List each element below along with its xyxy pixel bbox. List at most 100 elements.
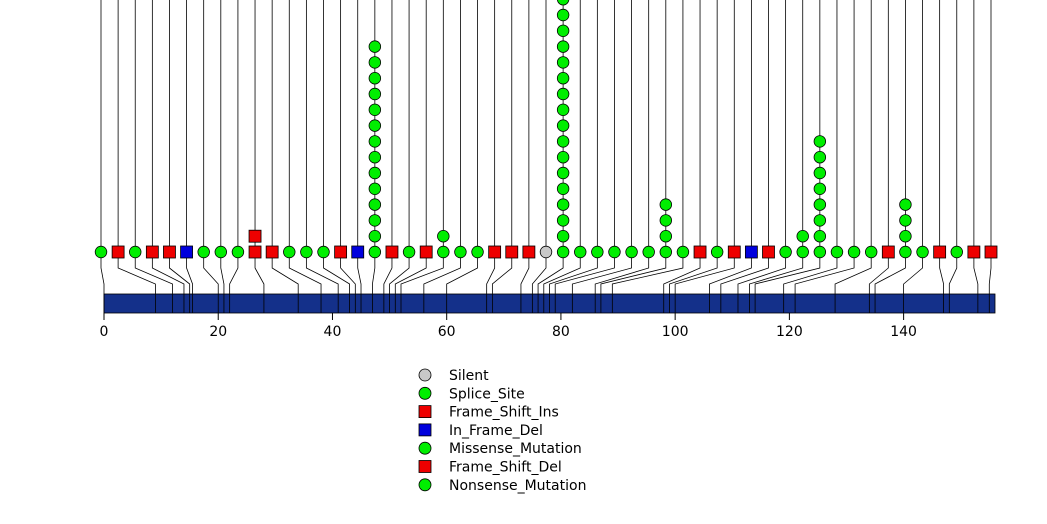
mutation-connector	[939, 252, 944, 294]
mutation-marker-missense-mutation	[368, 166, 382, 180]
mutation-marker-frame-shift-del	[163, 245, 176, 259]
mutation-connector	[100, 252, 105, 294]
mutation-marker-missense-mutation	[813, 166, 827, 180]
mutation-connector	[903, 252, 923, 294]
mutation-connector	[720, 252, 769, 294]
mutation-marker-frame-shift-del	[967, 245, 981, 259]
mutation-connector	[571, 252, 632, 294]
mutation-marker-missense-mutation	[556, 71, 570, 85]
mutation-connector	[254, 252, 265, 294]
mutation-marker-missense-mutation	[556, 166, 570, 180]
mutation-marker-missense-mutation	[659, 245, 673, 259]
mutation-marker-missense-mutation	[779, 245, 792, 259]
mutation-markers	[94, 0, 998, 259]
mutation-connector	[372, 252, 376, 294]
mutation-marker-missense-mutation	[368, 40, 382, 53]
mutation-marker-frame-shift-del	[248, 245, 262, 259]
mutation-marker-missense-mutation	[437, 245, 450, 259]
mutation-connector	[549, 252, 598, 294]
mutation-marker-missense-mutation	[197, 245, 210, 259]
mutation-marker-in-frame-del	[744, 245, 758, 259]
mutation-connector	[389, 252, 410, 294]
mutation-connector	[491, 252, 513, 294]
mutation-marker-frame-shift-del	[505, 245, 519, 259]
mutation-connector	[446, 252, 478, 294]
legend-marker	[418, 423, 432, 437]
mutation-connector	[340, 252, 356, 294]
mutation-marker-missense-mutation	[556, 8, 570, 22]
mutation-marker-missense-mutation	[437, 229, 450, 243]
mutation-marker-missense-mutation	[813, 229, 827, 243]
mutation-marker-missense-mutation	[556, 214, 570, 227]
mutation-connector	[531, 252, 547, 294]
mutation-connector	[394, 252, 427, 294]
mutation-marker-missense-mutation	[659, 198, 673, 211]
mutation-marker-in-frame-del	[351, 245, 365, 259]
legend-label: Missense_Mutation	[449, 441, 582, 457]
mutation-marker-missense-mutation	[830, 245, 844, 259]
mutation-connector	[948, 252, 958, 294]
mutation-marker-missense-mutation	[129, 245, 142, 259]
mutation-marker-missense-mutation	[556, 229, 570, 243]
mutation-connector	[383, 252, 393, 294]
mutation-connector	[600, 252, 667, 294]
mutation-connector	[357, 252, 362, 294]
mutation-marker-missense-mutation	[556, 103, 570, 117]
mutation-connector	[663, 252, 701, 294]
mutation-marker-missense-mutation	[454, 245, 467, 259]
mutation-marker-missense-mutation	[556, 135, 570, 148]
x-axis: 0 20 40 60 80 100 120 140	[100, 313, 917, 340]
mutation-marker-frame-shift-ins	[111, 245, 125, 259]
mutation-connector	[737, 252, 787, 294]
mutation-connector	[794, 252, 855, 294]
mutation-connector	[229, 252, 239, 294]
mutation-connector	[151, 252, 185, 294]
mutation-connector	[134, 252, 173, 294]
mutation-marker-missense-mutation	[368, 71, 382, 85]
mutation-marker-missense-mutation	[368, 119, 382, 132]
mutation-marker-frame-shift-del	[488, 245, 502, 259]
mutation-marker-frame-shift-ins	[248, 229, 262, 243]
mutation-connector	[543, 252, 581, 294]
mutation-marker-missense-mutation	[899, 214, 912, 227]
mutation-connector	[874, 252, 906, 294]
mutation-marker-missense-mutation	[300, 245, 313, 259]
mutation-marker-missense-mutation	[402, 245, 416, 259]
mutation-marker-frame-shift-del	[933, 245, 947, 259]
mutation-marker-missense-mutation	[710, 245, 724, 259]
mutation-marker-missense-mutation	[659, 229, 673, 243]
x-tick-label: 20	[209, 324, 227, 340]
mutation-connector	[423, 252, 461, 294]
mutation-marker-missense-mutation	[642, 245, 655, 259]
legend-label: Splice_Site	[449, 386, 525, 402]
mutation-marker-frame-shift-del	[727, 245, 741, 259]
mutation-marker-missense-mutation	[676, 245, 690, 259]
mutation-marker-frame-shift-del	[385, 245, 399, 259]
mutation-connector	[754, 252, 821, 294]
mutation-connector	[169, 252, 191, 294]
x-tick-label: 100	[662, 324, 689, 340]
mutation-connector	[783, 252, 838, 294]
mutation-marker-frame-shift-del	[145, 245, 159, 259]
mutation-marker-frame-shift-del	[984, 245, 998, 259]
mutation-marker-missense-mutation	[813, 214, 827, 227]
mutation-marker-silent	[539, 245, 553, 259]
mutation-marker-missense-mutation	[625, 245, 638, 259]
mutation-connector	[486, 252, 496, 294]
mutation-marker-missense-mutation	[591, 245, 604, 259]
mutation-marker-missense-mutation	[368, 150, 382, 164]
legend-label: Frame_Shift_Ins	[449, 405, 559, 421]
mutation-marker-frame-shift-del	[762, 245, 775, 259]
mutation-marker-missense-mutation	[368, 214, 382, 227]
legend-marker	[418, 441, 432, 455]
mutation-marker-missense-mutation	[796, 245, 809, 259]
mutation-marker-missense-mutation	[556, 40, 570, 53]
mutation-connector	[537, 252, 564, 294]
legend-marker	[418, 386, 432, 400]
mutation-marker-missense-mutation	[847, 245, 861, 259]
mutation-connector	[594, 252, 650, 294]
mutation-marker-missense-mutation	[796, 229, 809, 243]
mutation-marker-missense-mutation	[556, 56, 570, 69]
mutation-marker-missense-mutation	[813, 198, 827, 211]
mutation-marker-missense-mutation	[368, 198, 382, 211]
